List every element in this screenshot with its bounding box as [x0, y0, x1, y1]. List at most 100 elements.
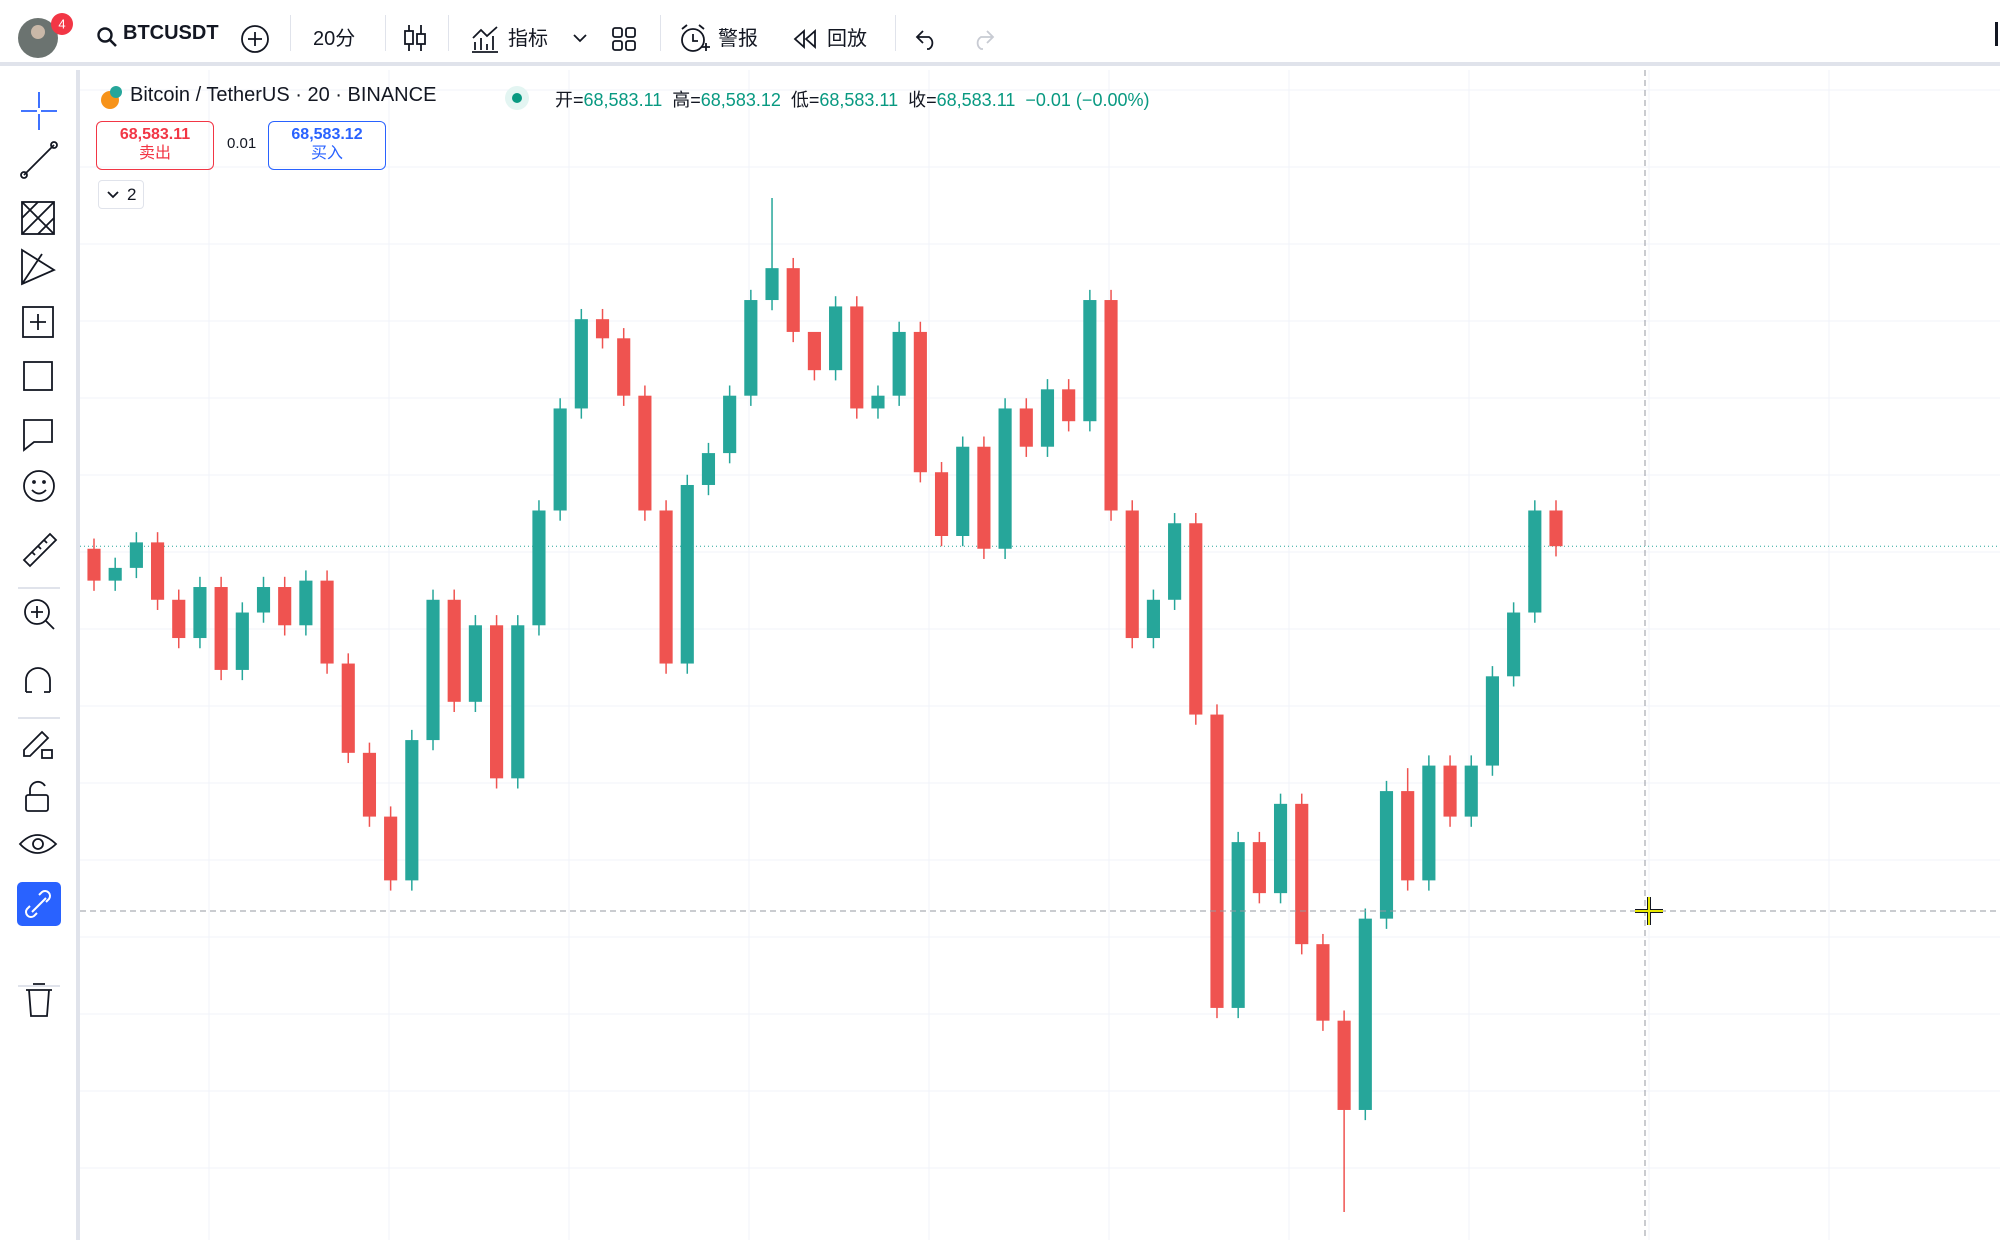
separator	[895, 15, 896, 51]
candle-body	[1485, 676, 1500, 766]
candle-body	[299, 580, 313, 626]
ohlc-label: 低=	[790, 90, 820, 110]
buy-button[interactable]: 68,583.12 买入	[268, 121, 386, 170]
candle-body	[829, 306, 843, 371]
indicators-icon[interactable]	[470, 24, 500, 54]
candle-body	[193, 587, 207, 639]
candle-body	[341, 663, 355, 753]
candle-body	[1549, 510, 1563, 547]
replay[interactable]: 回放	[827, 28, 867, 50]
candle-body	[680, 484, 694, 664]
indicators[interactable]: 指标	[508, 28, 548, 50]
drawing-toolbar	[0, 70, 80, 1240]
spread: 0.01	[227, 135, 257, 152]
candle-body	[1295, 803, 1309, 945]
candle-body	[617, 338, 631, 396]
candle-body	[320, 580, 334, 664]
candle-body	[150, 542, 165, 600]
chart-pane[interactable]	[80, 70, 2000, 1240]
alert-icon[interactable]	[678, 23, 710, 55]
edge-marker	[1995, 22, 1998, 46]
price-change: −0.01 (−0.00%)	[1025, 90, 1150, 110]
candle-body	[1104, 300, 1118, 511]
candle-body	[384, 816, 398, 881]
ohlc-label: 开=	[555, 90, 584, 110]
search-icon[interactable]	[96, 26, 118, 48]
candle-body	[807, 331, 821, 371]
candle-body	[1125, 510, 1139, 639]
layout-icon[interactable]	[611, 26, 637, 52]
candle-body	[701, 453, 716, 485]
chevron[interactable]	[572, 32, 588, 44]
candle-body	[235, 612, 249, 670]
candle-body	[977, 446, 991, 549]
candle-body	[765, 268, 779, 301]
candle-body	[468, 625, 482, 702]
candle-body	[659, 510, 673, 664]
candle-body	[256, 587, 271, 613]
separator	[385, 15, 386, 51]
indicator-toggle[interactable]: 2	[98, 180, 144, 209]
chevron	[107, 191, 119, 199]
top-toolbar: 4 BTCUSDT 20分 指标 警报 回放	[0, 0, 2000, 66]
candle-body	[1062, 389, 1076, 422]
coin-icon	[101, 86, 122, 109]
candle-body	[1464, 765, 1478, 817]
sell-label: 卖出	[138, 145, 171, 162]
ohlc-value: 68,583.11	[819, 90, 899, 110]
replay-icon[interactable]	[792, 28, 818, 50]
ohlc-label: 收=	[908, 90, 937, 110]
candle-body	[1252, 842, 1266, 894]
candle-body	[913, 331, 927, 473]
ohlc-value: 68,583.11	[936, 90, 1016, 110]
candle-body	[1273, 803, 1288, 894]
candle-body	[108, 567, 122, 581]
candle-body	[1422, 765, 1436, 881]
candle-body	[1040, 389, 1055, 447]
candle-body	[1528, 510, 1542, 613]
candle-body	[1443, 765, 1457, 817]
legend-title: Bitcoin / TetherUS · 20 · BINANCE	[130, 84, 437, 106]
avatar[interactable]: 4	[14, 12, 74, 62]
candle-body	[405, 740, 419, 881]
symbol[interactable]: BTCUSDT	[123, 22, 219, 44]
candle-body	[1337, 1020, 1351, 1110]
candle-body	[447, 599, 461, 702]
candle-body	[553, 408, 567, 511]
candle-body	[595, 319, 610, 339]
candle-body	[744, 300, 758, 396]
redo[interactable]	[970, 28, 996, 50]
candle-body	[934, 472, 949, 536]
candle-body	[1379, 791, 1394, 919]
alert[interactable]: 警报	[718, 28, 758, 50]
candle-body	[214, 587, 228, 670]
candle-body	[1507, 612, 1521, 677]
candle-body	[1231, 842, 1245, 1008]
candle-body	[1189, 523, 1203, 715]
candle-body	[532, 510, 546, 626]
candle-body	[1083, 300, 1097, 422]
candle-body	[278, 587, 292, 626]
ohlc-label: 高=	[672, 90, 701, 110]
candle-body	[426, 599, 440, 741]
sell-button[interactable]: 68,583.11 卖出	[96, 121, 214, 170]
candle-body	[1316, 944, 1330, 1021]
chart-type[interactable]	[402, 22, 428, 54]
candle-body	[362, 752, 377, 817]
drawing-tools[interactable]	[0, 70, 76, 1030]
candle-body	[490, 625, 504, 779]
candle-body	[129, 542, 143, 568]
add-symbol[interactable]	[240, 24, 270, 54]
undo[interactable]	[914, 28, 940, 50]
ohlc-value: 68,583.11	[583, 90, 663, 110]
candle-body	[892, 331, 906, 396]
candle-body	[850, 306, 864, 409]
separator	[448, 15, 449, 51]
separator	[660, 15, 661, 51]
candle-body	[998, 408, 1012, 549]
candle-body	[871, 395, 885, 409]
candle-body	[1019, 408, 1033, 447]
separator	[290, 15, 291, 51]
interval[interactable]: 20分	[313, 28, 356, 50]
